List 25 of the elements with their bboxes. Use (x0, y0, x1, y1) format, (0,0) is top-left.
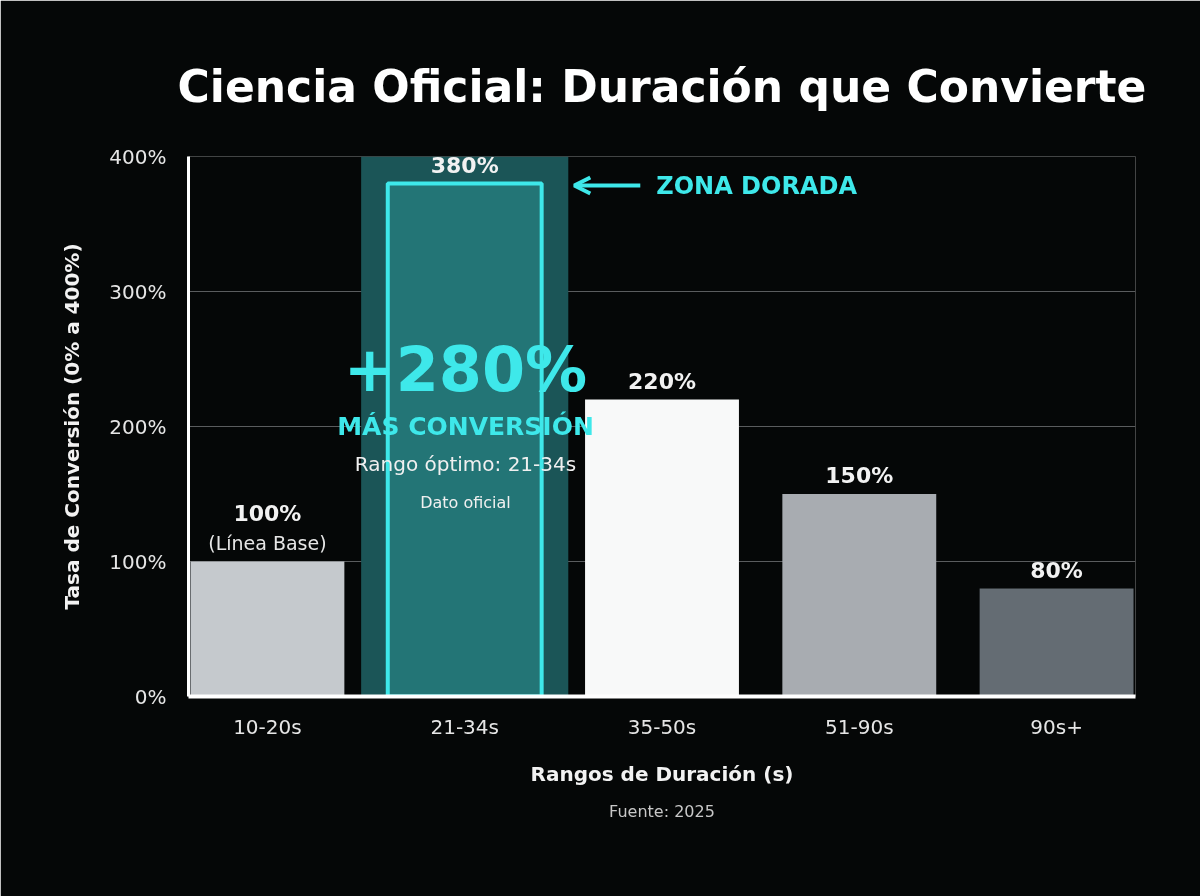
x-tick-label: 21-34s (430, 714, 499, 739)
y-tick-label: 200% (109, 414, 167, 439)
x-tick-label: 35-50s (627, 714, 697, 739)
bar (979, 588, 1134, 697)
bar (190, 561, 345, 697)
annotation: (Línea Base) (208, 531, 327, 554)
y-tick-label: 0% (134, 684, 167, 709)
annotation: Dato oficial (420, 493, 511, 512)
data-label: 380% (430, 152, 499, 178)
y-tick-label: 400% (109, 144, 167, 169)
data-label: 80% (1030, 557, 1083, 583)
band-label: ZONA DORADA (656, 171, 858, 200)
data-label: 220% (628, 368, 696, 394)
x-tick-label: 10-20s (233, 714, 302, 739)
data-label: 150% (825, 463, 894, 488)
y-tick-label: 300% (109, 279, 167, 304)
data-label: 100% (233, 500, 302, 526)
x-axis-title: Rangos de Duración (s) (530, 761, 794, 786)
source-note: Fuente: 2025 (609, 801, 715, 821)
bar (782, 493, 937, 697)
y-tick-label: 100% (109, 549, 167, 574)
x-tick-label: 90s+ (1030, 714, 1083, 739)
chart-title: Ciencia Oficial: Duración que Convierte (177, 61, 1147, 112)
y-axis-title: Tasa de Conversión (0% a 400%) (60, 243, 85, 610)
x-tick-label: 51-90s (825, 714, 894, 739)
